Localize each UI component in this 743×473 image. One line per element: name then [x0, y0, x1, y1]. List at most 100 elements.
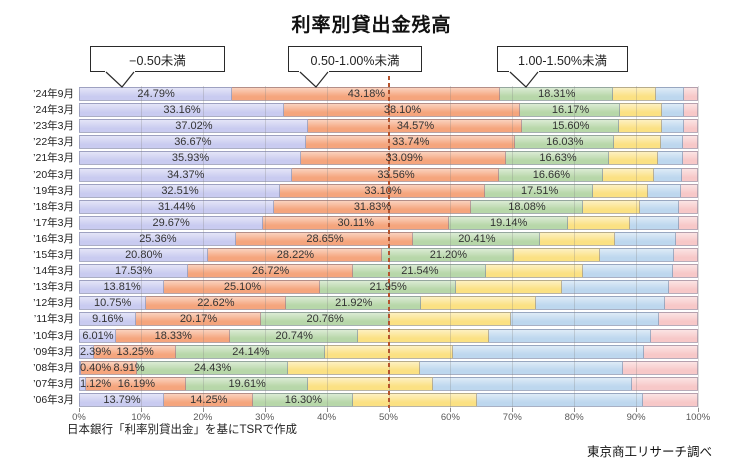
- category-label: ’19年3月: [33, 184, 74, 197]
- data-label: 35.93%: [171, 152, 210, 165]
- bar-segment: [536, 296, 666, 311]
- bar-segment: [561, 280, 669, 295]
- bar-segment: [470, 199, 583, 214]
- bar-row: 10.75% 22.62% 21.92%: [79, 295, 698, 311]
- bar-segment: [522, 119, 619, 134]
- axis-tick-mark: [512, 408, 514, 412]
- axis-tick-mark: [698, 408, 699, 412]
- bar-segment: [593, 183, 648, 198]
- bar-segment: [79, 151, 302, 166]
- x-tick-label: 30%: [255, 412, 275, 423]
- gridline: [264, 86, 266, 408]
- bar-segment: [135, 312, 261, 327]
- callout-pointer-icon: [105, 71, 135, 88]
- bar-segment: [79, 392, 165, 407]
- bar-segment: [640, 199, 680, 214]
- stacked-bar: [79, 183, 698, 198]
- reference-line-50pct: [388, 76, 390, 408]
- data-label: 18.31%: [538, 88, 576, 100]
- bar-segment: [653, 167, 683, 182]
- gridline: [326, 86, 328, 408]
- bar-segment: [79, 280, 165, 295]
- bar-row: 0.40% 8.91% 24.43%: [79, 360, 698, 376]
- stacked-bar: [79, 103, 698, 118]
- callout-label: 0.50-1.00%未満: [310, 53, 400, 68]
- data-label: 9.16%: [92, 313, 124, 326]
- x-tick-label: 80%: [564, 412, 584, 423]
- data-label: 24.79%: [137, 88, 175, 100]
- bar-segment: [614, 135, 662, 150]
- x-tick-label: 0%: [72, 412, 86, 423]
- x-tick-label: 20%: [193, 412, 213, 423]
- data-label: 16.66%: [532, 168, 571, 181]
- bar-segment: [513, 248, 601, 262]
- bar-segment: [287, 360, 420, 375]
- stacked-bar: [79, 360, 698, 375]
- bar-segment: [79, 231, 236, 246]
- data-label: 19.61%: [228, 377, 266, 390]
- bar-segment: [486, 264, 584, 279]
- bar-row: 24.79% 43.18% 18.31%: [79, 86, 698, 102]
- category-label: ’08年3月: [33, 361, 74, 374]
- data-label: 20.80%: [125, 249, 163, 261]
- bar-row: 1.12% 16.19% 19.61%: [79, 376, 698, 392]
- bar-segment: [662, 103, 684, 118]
- bar-segment: [615, 231, 676, 246]
- bar-segment: [284, 103, 521, 118]
- chart-title: 利率別貸出金残高: [291, 15, 452, 36]
- bar-segment: [85, 376, 187, 391]
- bar-segment: [618, 119, 663, 134]
- bar-segment: [650, 328, 698, 343]
- callout-pointer-icon: [509, 71, 539, 88]
- data-label: 14.25%: [190, 393, 228, 406]
- category-label: ’20年3月: [33, 168, 74, 181]
- bar-segment: [235, 231, 414, 246]
- data-label: 31.44%: [158, 200, 196, 213]
- bar-segment: [609, 151, 659, 166]
- bar-segment: [186, 376, 308, 391]
- bar-segment: [93, 344, 176, 359]
- bar-segment: [682, 151, 698, 166]
- x-tick-label: 90%: [626, 412, 646, 423]
- bar-segment: [683, 87, 698, 101]
- x-tick-label: 100%: [685, 412, 711, 423]
- data-label: 31.83%: [353, 200, 392, 213]
- x-tick-label: 70%: [502, 412, 522, 423]
- data-label: 2.39%: [80, 345, 112, 358]
- bar-segment: [79, 264, 188, 279]
- axis-tick-mark: [264, 408, 266, 412]
- data-label: 13.25%: [116, 345, 154, 358]
- x-tick-label: 50%: [378, 412, 399, 423]
- category-label: ’23年3月: [33, 120, 74, 133]
- stacked-bar: [79, 199, 698, 214]
- data-label: 0.40%: [80, 361, 112, 374]
- gridline: [574, 86, 576, 408]
- bar-row: 29.67% 30.11% 19.14%: [79, 215, 698, 231]
- bar-segment: [413, 231, 540, 246]
- gridline: [512, 86, 514, 408]
- data-label: 22.62%: [197, 297, 235, 310]
- source-note: 日本銀行「利率別貸出金」を基にTSRで作成: [67, 424, 297, 436]
- bar-segment: [280, 183, 486, 198]
- bar-segment: [520, 103, 621, 118]
- bar-row: 34.37% 33.56% 16.66%: [79, 167, 698, 183]
- data-label: 8.91%: [113, 361, 145, 374]
- bar-segment: [488, 328, 651, 343]
- callout-1.00-1.50: 1.00-1.50%未満: [497, 46, 628, 72]
- category-label: ’09年3月: [33, 345, 74, 358]
- bar-segment: [678, 215, 698, 230]
- bar-segment: [673, 264, 698, 279]
- category-label: ’24年3月: [33, 104, 74, 117]
- bar-segment: [79, 328, 117, 343]
- data-label: 16.19%: [117, 377, 156, 390]
- stacked-bar: [79, 280, 698, 295]
- bar-segment: [116, 328, 230, 343]
- data-label: 38.10%: [383, 104, 422, 117]
- axis-tick-mark: [574, 408, 576, 412]
- bar-segment: [683, 119, 698, 134]
- plot-area: 24.79% 43.18% 18.31% 33.16% 38.10% 16.17% 37.0…: [79, 86, 698, 408]
- axis-tick-mark: [450, 408, 452, 412]
- bar-segment: [164, 280, 320, 295]
- category-label: ’16年3月: [33, 232, 74, 245]
- bar-segment: [683, 103, 698, 118]
